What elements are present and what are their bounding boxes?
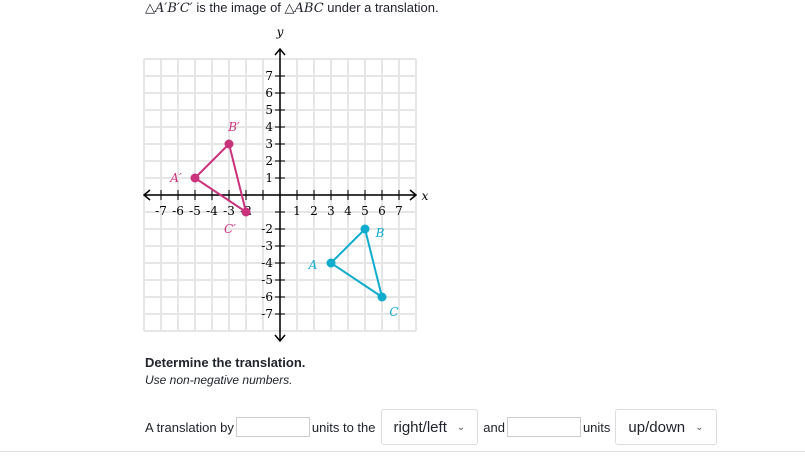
x-axis-label: x bbox=[422, 189, 429, 203]
up-down-dropdown[interactable]: up/down ⌄ bbox=[615, 409, 717, 445]
y-tick-label: -4 bbox=[261, 256, 273, 270]
original-point-label: A bbox=[308, 258, 318, 272]
x-tick-label: -7 bbox=[155, 204, 167, 218]
horizontal-units-input[interactable] bbox=[235, 417, 310, 437]
x-tick-label: 3 bbox=[327, 204, 335, 218]
y-tick-label: -2 bbox=[261, 222, 273, 236]
question-hint: Use non-negative numbers. bbox=[145, 373, 293, 387]
x-axis-right-arrow-icon bbox=[409, 189, 418, 201]
y-tick-label: 6 bbox=[265, 86, 273, 100]
y-tick-label: 2 bbox=[265, 154, 273, 168]
x-tick-label: -5 bbox=[189, 204, 201, 218]
answer-mid3: units bbox=[582, 419, 611, 435]
vertical-units-input[interactable] bbox=[506, 417, 581, 437]
x-tick-label: -6 bbox=[172, 204, 184, 218]
y-tick-label: 7 bbox=[265, 69, 273, 83]
coordinate-graph: -7-6-5-4-3-212345677654321-2-3-4-5-6-7xy… bbox=[142, 25, 429, 343]
answer-prefix: A translation by bbox=[145, 419, 234, 435]
original-point-label: B bbox=[375, 226, 385, 240]
dropdown-value: up/down bbox=[628, 418, 686, 436]
image-point bbox=[224, 139, 234, 149]
dropdown-value: right/left bbox=[393, 418, 447, 436]
image-point-label: C′ bbox=[224, 222, 236, 236]
x-tick-label: 2 bbox=[310, 204, 318, 218]
question-title: Determine the translation. bbox=[145, 355, 306, 370]
image-point-label: A′ bbox=[169, 171, 182, 185]
image-point bbox=[241, 207, 251, 217]
problem-prompt: △A′B′C′ is the image of △ABC under a tra… bbox=[145, 0, 439, 16]
y-tick-label: -5 bbox=[261, 273, 273, 287]
original-point bbox=[360, 224, 370, 234]
y-tick-label: 4 bbox=[265, 120, 273, 134]
prompt-text-end: under a translation. bbox=[323, 0, 439, 15]
chevron-down-icon: ⌄ bbox=[456, 421, 466, 433]
image-triangle bbox=[193, 142, 248, 215]
image-triangle-name: △A′B′C′ bbox=[145, 1, 193, 16]
x-tick-label: 6 bbox=[378, 204, 386, 218]
y-axis-down-arrow-icon bbox=[274, 334, 286, 343]
y-tick-label: 3 bbox=[265, 137, 273, 151]
y-tick-label: -7 bbox=[261, 307, 273, 321]
answer-mid1: units to the bbox=[311, 419, 376, 435]
y-tick-label: 1 bbox=[265, 171, 273, 185]
x-tick-label: 1 bbox=[293, 204, 301, 218]
y-tick-label: -3 bbox=[261, 239, 273, 253]
image-point-label: B′ bbox=[227, 120, 240, 134]
answer-row: A translation by units to the right/left… bbox=[145, 409, 722, 445]
original-point bbox=[326, 258, 336, 268]
y-axis-up-arrow-icon bbox=[274, 47, 286, 56]
original-triangle-name: △ABC bbox=[284, 1, 324, 16]
divider bbox=[0, 451, 805, 452]
x-tick-label: -4 bbox=[206, 204, 218, 218]
original-point bbox=[377, 292, 387, 302]
prompt-text: is the image of bbox=[192, 0, 285, 15]
y-axis-label: y bbox=[276, 25, 284, 39]
answer-mid2: and bbox=[483, 419, 505, 435]
right-left-dropdown[interactable]: right/left ⌄ bbox=[380, 409, 479, 445]
y-tick-label: -6 bbox=[261, 290, 273, 304]
image-point bbox=[190, 173, 200, 183]
original-triangle bbox=[329, 227, 384, 300]
x-tick-label: -3 bbox=[223, 204, 235, 218]
original-point-label: C bbox=[389, 305, 398, 319]
x-tick-label: 5 bbox=[361, 204, 369, 218]
x-tick-label: 4 bbox=[344, 204, 352, 218]
chevron-down-icon: ⌄ bbox=[695, 421, 704, 433]
y-tick-label: 5 bbox=[265, 103, 273, 117]
x-axis-left-arrow-icon bbox=[142, 189, 151, 201]
x-tick-label: 7 bbox=[395, 204, 403, 218]
